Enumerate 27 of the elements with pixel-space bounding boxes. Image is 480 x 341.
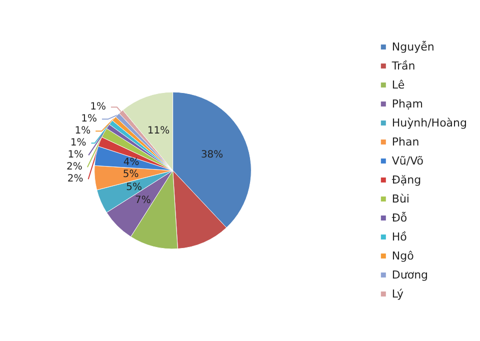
data-label: 4% xyxy=(123,157,140,168)
legend-label: Huỳnh/Hoàng xyxy=(392,116,468,130)
legend-label: Đặng xyxy=(392,174,422,186)
legend-label: Dương xyxy=(392,268,428,282)
data-label: 1% xyxy=(74,126,91,137)
data-label: 2% xyxy=(66,162,82,173)
legend-label: Bùi xyxy=(392,192,410,206)
data-label: 1% xyxy=(81,114,97,125)
legend-label: Phạm xyxy=(392,98,423,110)
legend-label: Lê xyxy=(392,78,405,92)
data-label: 2% xyxy=(67,174,84,185)
legend-label: Nguyễn xyxy=(392,40,434,54)
legend-label: Phan xyxy=(392,136,420,148)
data-label: 38% xyxy=(200,149,224,160)
legend-label: Vũ/Võ xyxy=(392,154,424,168)
legend-label: Trần xyxy=(390,60,416,72)
data-label: 1% xyxy=(90,102,106,113)
data-label: 5% xyxy=(126,182,142,193)
data-label: 1% xyxy=(70,138,86,149)
data-label: 7% xyxy=(135,194,151,206)
legend-label: Hồ xyxy=(392,230,408,244)
data-label: 5% xyxy=(122,168,139,180)
legend-label: Đỗ xyxy=(392,212,408,224)
data-label: 11% xyxy=(147,125,170,136)
legend-label: Lý xyxy=(392,288,404,300)
data-label: 1% xyxy=(68,150,84,161)
legend-label: Ngô xyxy=(392,250,414,262)
